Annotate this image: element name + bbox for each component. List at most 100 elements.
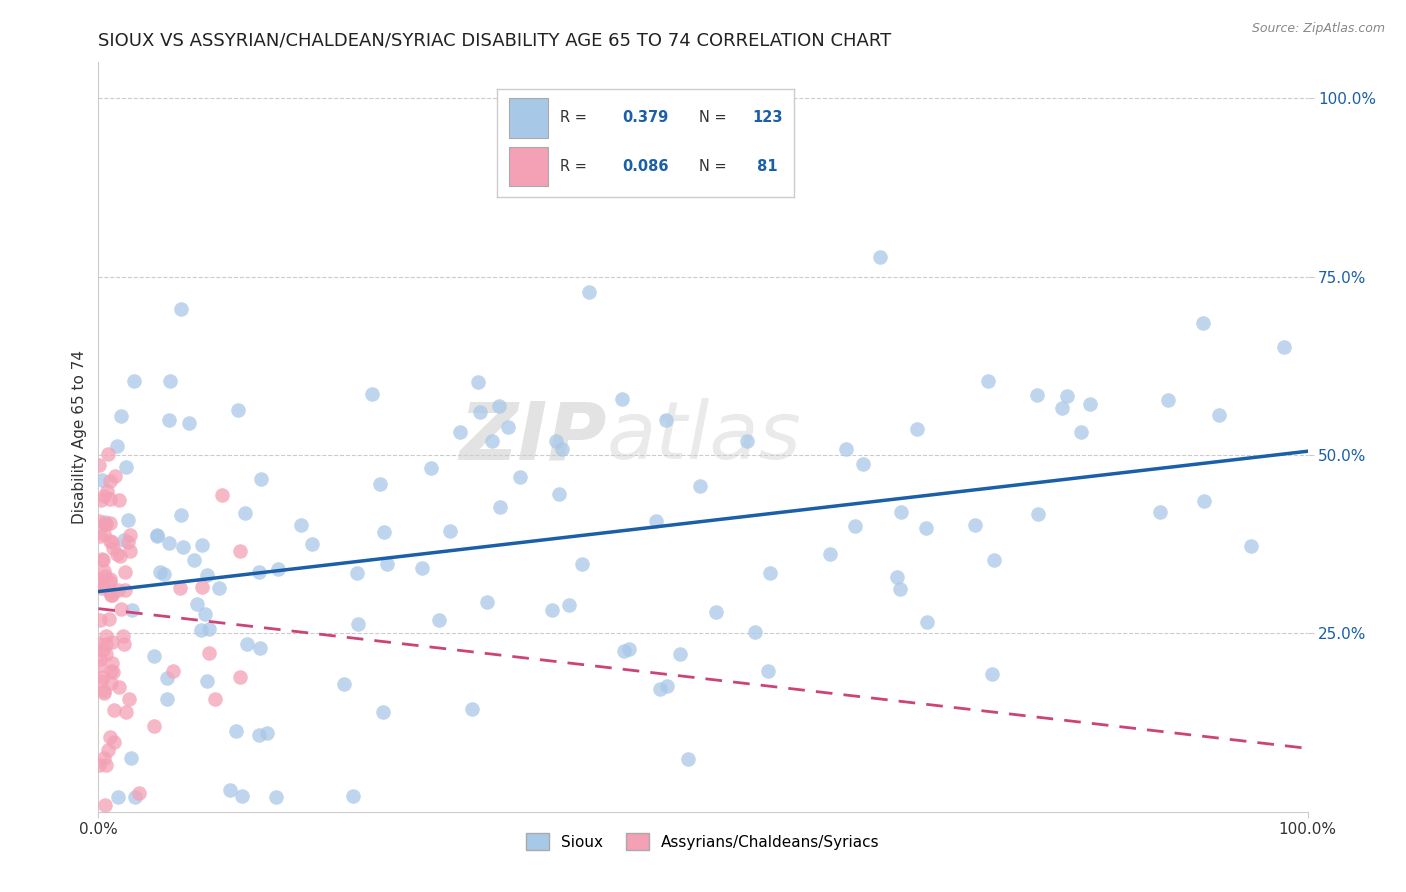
Point xyxy=(103,734,125,748)
Point xyxy=(110,602,132,616)
Point xyxy=(101,588,124,602)
Point xyxy=(98,516,121,530)
Point xyxy=(578,285,600,299)
Point xyxy=(89,529,111,543)
Point xyxy=(90,673,112,688)
Point xyxy=(190,538,212,552)
Point xyxy=(547,487,569,501)
Point xyxy=(94,516,117,531)
Point xyxy=(117,692,139,706)
Point xyxy=(124,790,146,805)
Point xyxy=(108,549,131,564)
Point xyxy=(115,460,138,475)
Point xyxy=(818,547,841,561)
Point xyxy=(93,564,115,578)
Point xyxy=(346,566,368,580)
Point xyxy=(449,425,471,440)
Point xyxy=(115,705,138,719)
Point xyxy=(98,492,121,507)
Point xyxy=(93,568,115,582)
Point xyxy=(226,403,249,417)
Point xyxy=(197,622,219,636)
Point xyxy=(368,477,391,491)
Text: atlas: atlas xyxy=(606,398,801,476)
Point xyxy=(98,534,121,549)
Point xyxy=(256,725,278,739)
Point xyxy=(146,528,169,542)
Point xyxy=(172,540,194,554)
Point xyxy=(87,514,110,528)
Point xyxy=(170,508,193,523)
Point xyxy=(229,544,252,558)
Point xyxy=(342,789,364,803)
Point xyxy=(87,658,110,673)
Point xyxy=(190,623,212,637)
Point xyxy=(1157,393,1180,408)
Point xyxy=(689,479,711,493)
Point xyxy=(231,789,253,803)
Point xyxy=(225,724,247,739)
Point xyxy=(121,603,143,617)
Point xyxy=(101,535,124,549)
Point xyxy=(191,580,214,594)
Point xyxy=(157,413,180,427)
Point xyxy=(373,525,395,540)
Point xyxy=(96,647,118,661)
Point xyxy=(571,558,593,572)
Point xyxy=(1240,539,1263,553)
Point xyxy=(91,473,114,487)
Text: SIOUX VS ASSYRIAN/CHALDEAN/SYRIAC DISABILITY AGE 65 TO 74 CORRELATION CHART: SIOUX VS ASSYRIAN/CHALDEAN/SYRIAC DISABI… xyxy=(98,32,891,50)
Point xyxy=(100,657,122,671)
Point xyxy=(87,757,110,772)
Point xyxy=(97,612,120,626)
Point xyxy=(93,686,115,700)
Point xyxy=(183,553,205,567)
Point xyxy=(98,572,121,586)
Point xyxy=(1026,507,1049,521)
Point xyxy=(87,574,110,588)
Point xyxy=(117,513,139,527)
Point xyxy=(467,375,489,389)
Point xyxy=(544,434,567,448)
Point xyxy=(105,439,128,453)
Point xyxy=(195,674,218,689)
Point xyxy=(247,728,270,742)
Point xyxy=(91,552,114,566)
Point xyxy=(91,643,114,657)
Point xyxy=(461,701,484,715)
Point xyxy=(108,680,131,694)
Point xyxy=(540,602,562,616)
Point xyxy=(128,786,150,800)
Point xyxy=(835,442,858,457)
Point xyxy=(1050,401,1073,415)
Point xyxy=(101,665,124,679)
Point xyxy=(676,752,699,766)
Point xyxy=(96,742,118,756)
Point xyxy=(889,505,911,519)
Text: ZIP: ZIP xyxy=(458,398,606,476)
Point xyxy=(96,758,118,772)
Point xyxy=(162,664,184,678)
Point xyxy=(89,458,111,472)
Point xyxy=(157,536,180,550)
Point xyxy=(197,646,219,660)
Point xyxy=(208,581,231,595)
Point xyxy=(90,577,112,591)
Point xyxy=(983,553,1005,567)
Point xyxy=(1208,408,1230,422)
Point xyxy=(145,528,167,542)
Point xyxy=(87,572,110,586)
Point xyxy=(118,544,141,558)
Point xyxy=(468,404,491,418)
Point xyxy=(347,617,370,632)
Point xyxy=(704,605,727,619)
Point xyxy=(112,629,135,643)
Point xyxy=(558,598,581,612)
Point xyxy=(236,637,259,651)
Point xyxy=(195,568,218,582)
Point xyxy=(419,461,441,475)
Point xyxy=(249,471,271,485)
Text: Source: ZipAtlas.com: Source: ZipAtlas.com xyxy=(1251,22,1385,36)
Point xyxy=(655,413,678,427)
Point xyxy=(96,484,118,499)
